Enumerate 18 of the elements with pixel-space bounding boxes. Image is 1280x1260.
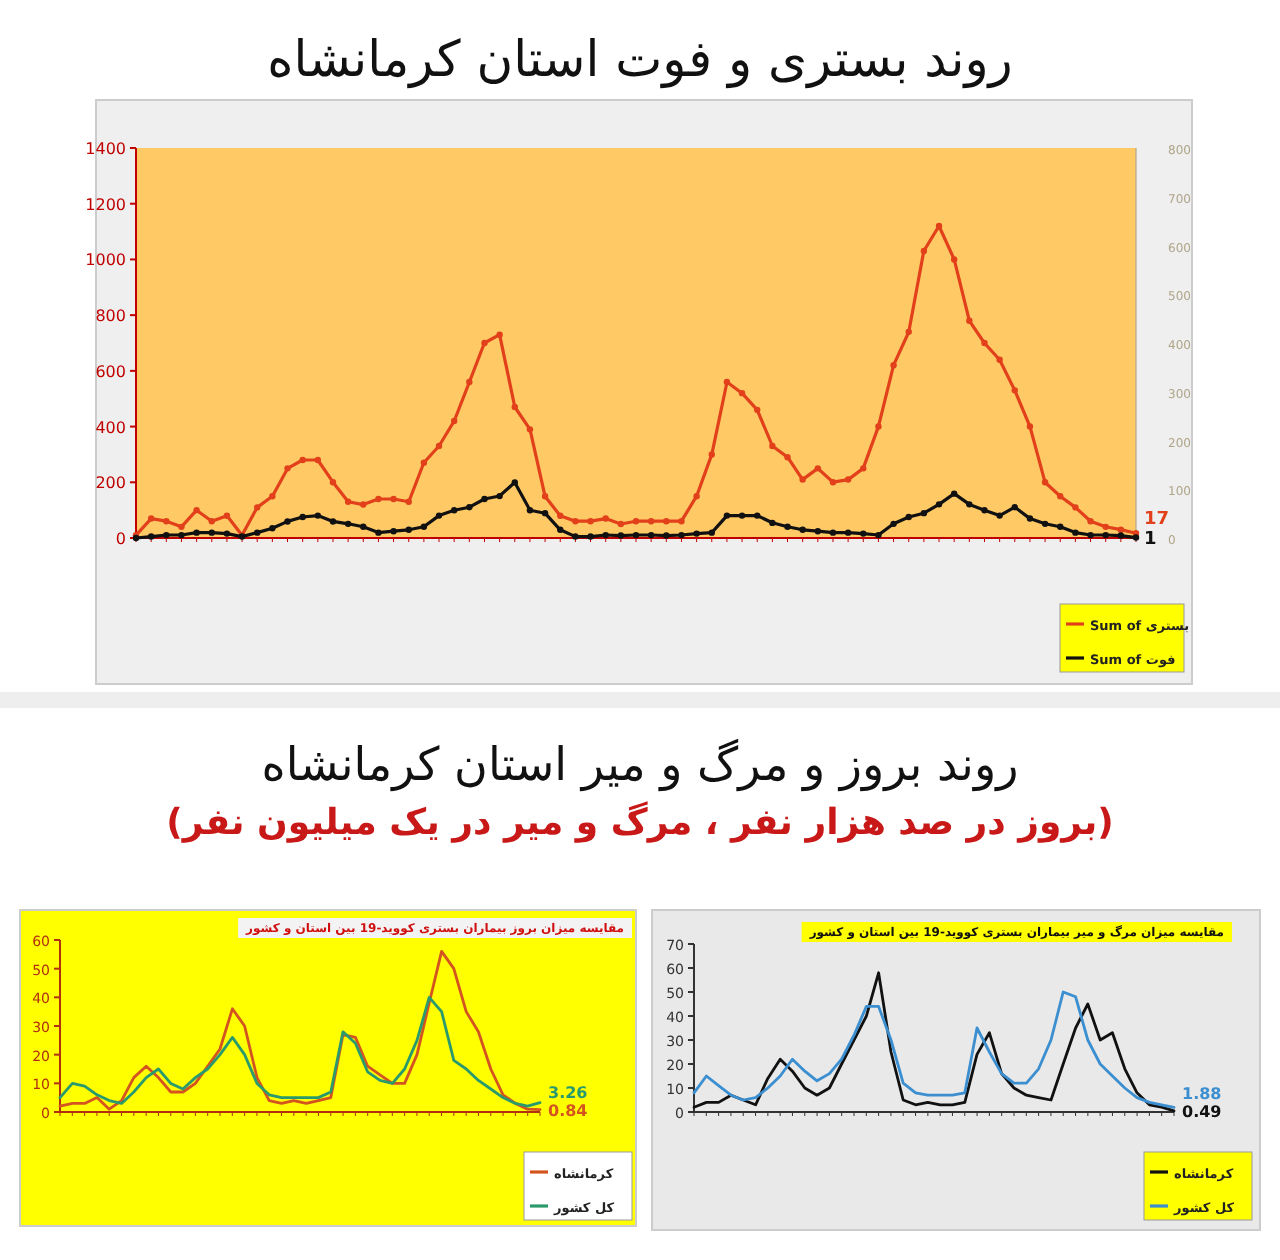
y-tick-label: 1000 — [85, 251, 126, 270]
data-label: 0.84 — [548, 1101, 589, 1120]
y-tick-label: 1400 — [85, 140, 126, 158]
y-tick-label: 800 — [95, 307, 126, 326]
text: (بروز در صد هزار نفر ، مرگ و میر در یک میلیون نفر) — [166, 800, 1114, 844]
text: روند بروز و مرگ و میر استان کرمانشاه — [261, 738, 1019, 792]
data-label: 3.26 — [548, 1083, 589, 1102]
y-tick-label: 400 — [95, 418, 126, 437]
y-tick-label: 600 — [95, 362, 126, 381]
y-tick-label: 200 — [95, 474, 126, 493]
data-label: 1.88 — [1182, 1084, 1223, 1103]
data-label: 0.49 — [1182, 1102, 1223, 1121]
data-label: 1 — [1144, 529, 1157, 550]
line-series — [58, 996, 542, 1108]
data-label: 17 — [1144, 509, 1170, 530]
chart-title: روند بستری و فوت استان کرمانشاه — [267, 30, 1013, 90]
y-tick-label: 1200 — [85, 195, 126, 214]
y-tick-label: 0 — [115, 530, 126, 548]
